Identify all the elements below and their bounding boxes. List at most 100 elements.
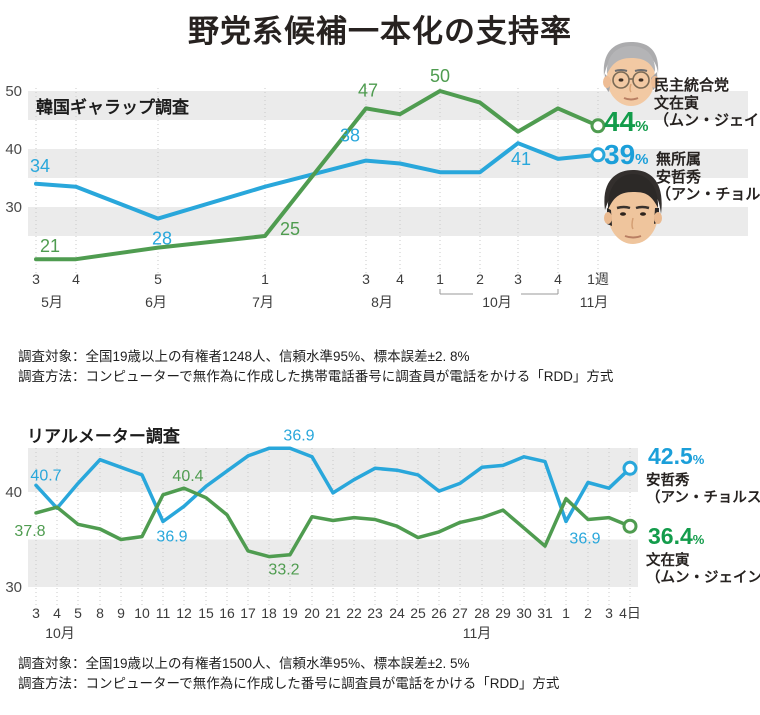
point-label: 28: [152, 229, 172, 249]
percent-sign: %: [692, 532, 705, 547]
y-tick-label: 30: [5, 199, 22, 216]
x-tick-label: 4日: [619, 605, 641, 621]
x-tick-label: 26: [431, 605, 447, 621]
moon-percent-value: 44: [604, 106, 636, 137]
moon-percent-value: 36.4: [648, 523, 693, 549]
realmeter-footnote-target: 調査対象：全国19歳以上の有権者1500人、信頼水準95%、標本誤差±2. 5%: [18, 656, 470, 671]
point-label: 34: [30, 156, 50, 176]
x-tick-label: 1: [436, 271, 444, 287]
x-tick-label: 23: [367, 605, 383, 621]
x-tick-label: 3: [514, 271, 522, 287]
point-label: 38: [340, 126, 360, 146]
x-tick-label: 19: [282, 605, 298, 621]
y-tick-label: 40: [5, 141, 22, 158]
y-tick-label: 30: [5, 579, 22, 596]
moon-kana: （ムン・ジェイン）: [646, 570, 760, 586]
x-tick-label: 10: [134, 605, 150, 621]
x-tick-label: 3: [32, 271, 40, 287]
month-label: 11月: [463, 625, 492, 641]
x-tick-label: 22: [346, 605, 362, 621]
x-tick-label: 29: [495, 605, 511, 621]
point-label: 50: [430, 66, 450, 86]
point-label: 36.9: [283, 427, 314, 444]
point-label: 36.9: [156, 529, 187, 546]
point-label: 25: [280, 219, 300, 239]
ahn-percent-value: 42.5: [648, 443, 693, 469]
month-label: 7月: [252, 294, 274, 310]
point-label: 41: [511, 149, 531, 169]
month-label: 10月: [482, 294, 512, 310]
end-marker-ahn: [590, 147, 606, 163]
x-tick-label: 2: [476, 271, 484, 287]
month-label: 10月: [45, 625, 75, 641]
moon-percent-callout: 44%: [604, 106, 649, 138]
month-label: 6月: [145, 294, 167, 310]
end-marker-moon: [590, 118, 606, 134]
series-line-ahn: [34, 446, 632, 524]
ahn-percent-value: 39: [604, 139, 636, 170]
x-tick-label: 4: [53, 605, 61, 621]
x-tick-label: 12: [176, 605, 192, 621]
x-tick-label: 1: [261, 271, 269, 287]
x-tick-label: 17: [240, 605, 256, 621]
x-tick-label: 11: [156, 605, 171, 621]
ahn-percent-callout: 39%: [604, 139, 649, 171]
end-marker-moon: [622, 518, 638, 534]
x-tick-label: 25: [410, 605, 426, 621]
gallup-footnote-method: 調査方法：コンピューターで無作為に作成した携帯電話番号に調査員が電話をかける「R…: [18, 369, 614, 384]
ahn-name: 安哲秀: [656, 168, 702, 186]
ahn-percent-callout-realmeter: 42.5%: [648, 443, 704, 470]
x-tick-label: 2: [584, 605, 592, 621]
month-label: 5月: [41, 294, 63, 310]
month-label: 11月: [580, 294, 609, 310]
x-tick-label: 9: [117, 605, 125, 621]
point-label: 37.8: [14, 523, 45, 540]
x-tick-label: 28: [474, 605, 490, 621]
x-tick-label: 1: [562, 605, 570, 621]
moon-candidate-info-realmeter: 文在寅 （ムン・ジェイン）: [646, 553, 760, 587]
stripe-band: [28, 539, 638, 587]
x-tick-label: 5: [154, 271, 162, 287]
page-title: 野党系候補一本化の支持率: [188, 14, 572, 49]
x-tick-label: 4: [396, 271, 404, 287]
moon-name: 文在寅: [654, 94, 700, 112]
point-label: 33.2: [268, 562, 299, 579]
x-tick-label: 8: [96, 605, 104, 621]
point-label: 36.9: [569, 531, 600, 548]
ahn-kana: （アン・チョルス）: [646, 490, 760, 506]
series-line-moon: [34, 486, 632, 559]
x-tick-label: 3: [32, 605, 40, 621]
moon-candidate-info: 民主統合党 文在寅 （ムン・ジェイン）: [654, 77, 760, 130]
percent-sign: %: [692, 452, 705, 467]
x-tick-label: 3: [605, 605, 613, 621]
series-line-moon: [34, 89, 600, 262]
y-tick-label: 40: [5, 484, 22, 501]
x-tick-label: 18: [261, 605, 277, 621]
x-tick-label: 30: [516, 605, 532, 621]
gallup-survey-title: 韓国ギャラップ調査: [36, 98, 189, 117]
realmeter-footnote-method: 調査方法：コンピューターで無作為に作成した番号に調査員が電話をかける「RDD」方…: [18, 676, 560, 691]
ahn-candidate-info: 無所属 安哲秀 （アン・チョルス）: [656, 151, 760, 204]
x-tick-label: 15: [198, 605, 214, 621]
moon-kana: （ムン・ジェイン）: [654, 112, 760, 129]
point-label: 47: [358, 80, 378, 100]
end-marker-ahn: [622, 460, 638, 476]
x-tick-label: 21: [325, 605, 341, 621]
x-tick-label: 5: [74, 605, 82, 621]
series-line-ahn: [34, 141, 600, 221]
x-tick-label: 31: [537, 605, 553, 621]
point-label: 40.7: [30, 467, 61, 484]
month-label: 8月: [371, 294, 393, 310]
gallup-footnote-target: 調査対象：全国19歳以上の有権者1248人、信頼水準95%、標本誤差±2. 8%: [18, 349, 470, 364]
percent-sign: %: [635, 151, 649, 168]
ahn-kana: （アン・チョルス）: [656, 186, 760, 203]
point-label: 40.4: [172, 468, 203, 485]
moon-portrait: [603, 42, 659, 106]
point-label: 21: [40, 236, 60, 256]
ahn-portrait: [604, 170, 662, 244]
moon-party: 民主統合党: [654, 77, 730, 94]
x-tick-label: 27: [452, 605, 468, 621]
